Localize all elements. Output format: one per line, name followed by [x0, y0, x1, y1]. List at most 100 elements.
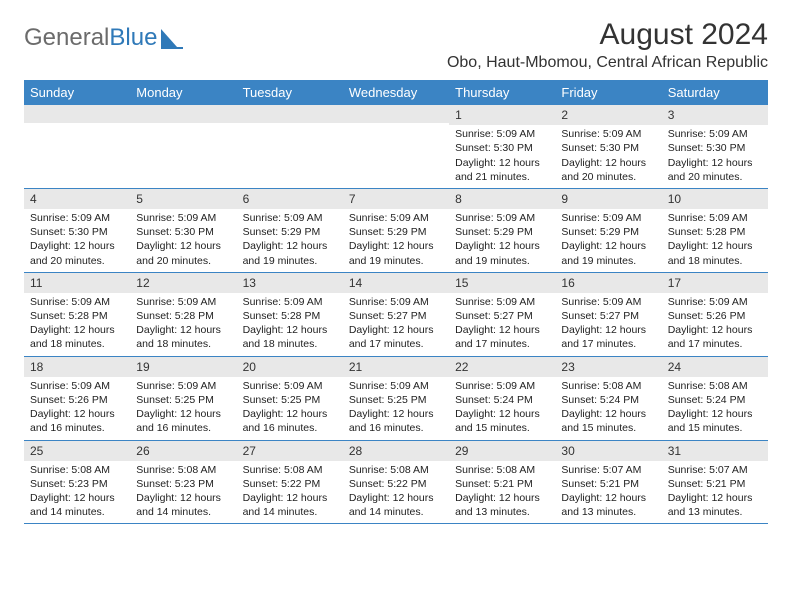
- day-cell: 7Sunrise: 5:09 AMSunset: 5:29 PMDaylight…: [343, 189, 449, 272]
- sunset-text: Sunset: 5:29 PM: [561, 225, 655, 239]
- day-number: 8: [449, 189, 555, 209]
- day-number: 20: [237, 357, 343, 377]
- day-number: 13: [237, 273, 343, 293]
- sunrise-text: Sunrise: 5:09 AM: [136, 211, 230, 225]
- daylight-text: Daylight: 12 hours and 15 minutes.: [455, 407, 549, 435]
- day-cell: 3Sunrise: 5:09 AMSunset: 5:30 PMDaylight…: [662, 105, 768, 188]
- day-details: Sunrise: 5:09 AMSunset: 5:25 PMDaylight:…: [130, 377, 236, 440]
- daylight-text: Daylight: 12 hours and 17 minutes.: [561, 323, 655, 351]
- daylight-text: Daylight: 12 hours and 18 minutes.: [136, 323, 230, 351]
- day-details: Sunrise: 5:09 AMSunset: 5:30 PMDaylight:…: [449, 125, 555, 188]
- sunset-text: Sunset: 5:25 PM: [349, 393, 443, 407]
- sunset-text: Sunset: 5:24 PM: [561, 393, 655, 407]
- sunrise-text: Sunrise: 5:09 AM: [455, 379, 549, 393]
- day-details: Sunrise: 5:09 AMSunset: 5:27 PMDaylight:…: [449, 293, 555, 356]
- day-number: 31: [662, 441, 768, 461]
- day-details: [343, 123, 449, 129]
- daylight-text: Daylight: 12 hours and 19 minutes.: [243, 239, 337, 267]
- brand-part2: Blue: [109, 24, 157, 52]
- brand-logo: GeneralBlue: [24, 24, 185, 52]
- sunrise-text: Sunrise: 5:07 AM: [668, 463, 762, 477]
- sunset-text: Sunset: 5:28 PM: [30, 309, 124, 323]
- day-details: Sunrise: 5:09 AMSunset: 5:30 PMDaylight:…: [24, 209, 130, 272]
- daylight-text: Daylight: 12 hours and 19 minutes.: [455, 239, 549, 267]
- day-details: Sunrise: 5:09 AMSunset: 5:29 PMDaylight:…: [343, 209, 449, 272]
- day-number: 4: [24, 189, 130, 209]
- day-details: Sunrise: 5:09 AMSunset: 5:29 PMDaylight:…: [237, 209, 343, 272]
- sunset-text: Sunset: 5:30 PM: [455, 141, 549, 155]
- day-cell: 20Sunrise: 5:09 AMSunset: 5:25 PMDayligh…: [237, 357, 343, 440]
- day-details: Sunrise: 5:09 AMSunset: 5:28 PMDaylight:…: [130, 293, 236, 356]
- location-text: Obo, Haut-Mbomou, Central African Republ…: [447, 54, 768, 72]
- day-number: 6: [237, 189, 343, 209]
- day-number: 24: [662, 357, 768, 377]
- daylight-text: Daylight: 12 hours and 18 minutes.: [668, 239, 762, 267]
- day-number: 18: [24, 357, 130, 377]
- weekday-header: Monday: [130, 80, 236, 105]
- day-cell: 18Sunrise: 5:09 AMSunset: 5:26 PMDayligh…: [24, 357, 130, 440]
- daylight-text: Daylight: 12 hours and 21 minutes.: [455, 156, 549, 184]
- day-cell: 16Sunrise: 5:09 AMSunset: 5:27 PMDayligh…: [555, 273, 661, 356]
- day-number: 7: [343, 189, 449, 209]
- sunset-text: Sunset: 5:28 PM: [243, 309, 337, 323]
- weekday-header: Saturday: [662, 80, 768, 105]
- sunset-text: Sunset: 5:26 PM: [30, 393, 124, 407]
- daylight-text: Daylight: 12 hours and 16 minutes.: [30, 407, 124, 435]
- day-cell: 2Sunrise: 5:09 AMSunset: 5:30 PMDaylight…: [555, 105, 661, 188]
- sunset-text: Sunset: 5:30 PM: [668, 141, 762, 155]
- sunset-text: Sunset: 5:28 PM: [136, 309, 230, 323]
- day-number: 30: [555, 441, 661, 461]
- daylight-text: Daylight: 12 hours and 20 minutes.: [668, 156, 762, 184]
- sunrise-text: Sunrise: 5:09 AM: [136, 379, 230, 393]
- sunset-text: Sunset: 5:29 PM: [349, 225, 443, 239]
- day-number: 10: [662, 189, 768, 209]
- sunrise-text: Sunrise: 5:08 AM: [561, 379, 655, 393]
- day-cell: [343, 105, 449, 188]
- day-number: [343, 105, 449, 123]
- sunset-text: Sunset: 5:23 PM: [30, 477, 124, 491]
- day-number: 25: [24, 441, 130, 461]
- daylight-text: Daylight: 12 hours and 13 minutes.: [455, 491, 549, 519]
- sunrise-text: Sunrise: 5:09 AM: [30, 295, 124, 309]
- day-cell: 26Sunrise: 5:08 AMSunset: 5:23 PMDayligh…: [130, 441, 236, 524]
- day-details: Sunrise: 5:09 AMSunset: 5:24 PMDaylight:…: [449, 377, 555, 440]
- daylight-text: Daylight: 12 hours and 20 minutes.: [136, 239, 230, 267]
- sunset-text: Sunset: 5:25 PM: [136, 393, 230, 407]
- day-cell: 14Sunrise: 5:09 AMSunset: 5:27 PMDayligh…: [343, 273, 449, 356]
- week-row: 25Sunrise: 5:08 AMSunset: 5:23 PMDayligh…: [24, 441, 768, 525]
- day-cell: 13Sunrise: 5:09 AMSunset: 5:28 PMDayligh…: [237, 273, 343, 356]
- day-number: 28: [343, 441, 449, 461]
- daylight-text: Daylight: 12 hours and 17 minutes.: [668, 323, 762, 351]
- day-details: [130, 123, 236, 129]
- day-details: Sunrise: 5:09 AMSunset: 5:26 PMDaylight:…: [662, 293, 768, 356]
- weekday-header: Sunday: [24, 80, 130, 105]
- day-details: Sunrise: 5:09 AMSunset: 5:27 PMDaylight:…: [555, 293, 661, 356]
- sunset-text: Sunset: 5:25 PM: [243, 393, 337, 407]
- day-details: Sunrise: 5:09 AMSunset: 5:26 PMDaylight:…: [24, 377, 130, 440]
- day-details: Sunrise: 5:08 AMSunset: 5:21 PMDaylight:…: [449, 461, 555, 524]
- day-details: Sunrise: 5:09 AMSunset: 5:27 PMDaylight:…: [343, 293, 449, 356]
- daylight-text: Daylight: 12 hours and 14 minutes.: [136, 491, 230, 519]
- brand-part1: General: [24, 24, 109, 52]
- sunset-text: Sunset: 5:27 PM: [349, 309, 443, 323]
- day-number: 17: [662, 273, 768, 293]
- daylight-text: Daylight: 12 hours and 15 minutes.: [668, 407, 762, 435]
- sunset-text: Sunset: 5:30 PM: [561, 141, 655, 155]
- day-cell: 28Sunrise: 5:08 AMSunset: 5:22 PMDayligh…: [343, 441, 449, 524]
- day-number: 29: [449, 441, 555, 461]
- sunrise-text: Sunrise: 5:09 AM: [136, 295, 230, 309]
- sail-icon: [159, 27, 185, 49]
- sunrise-text: Sunrise: 5:09 AM: [561, 295, 655, 309]
- day-details: Sunrise: 5:09 AMSunset: 5:25 PMDaylight:…: [237, 377, 343, 440]
- day-number: 12: [130, 273, 236, 293]
- day-number: 15: [449, 273, 555, 293]
- weekday-header: Friday: [555, 80, 661, 105]
- day-number: 22: [449, 357, 555, 377]
- day-number: 26: [130, 441, 236, 461]
- day-details: Sunrise: 5:09 AMSunset: 5:30 PMDaylight:…: [130, 209, 236, 272]
- day-cell: 10Sunrise: 5:09 AMSunset: 5:28 PMDayligh…: [662, 189, 768, 272]
- sunrise-text: Sunrise: 5:08 AM: [668, 379, 762, 393]
- day-number: 11: [24, 273, 130, 293]
- day-cell: 6Sunrise: 5:09 AMSunset: 5:29 PMDaylight…: [237, 189, 343, 272]
- sunset-text: Sunset: 5:29 PM: [455, 225, 549, 239]
